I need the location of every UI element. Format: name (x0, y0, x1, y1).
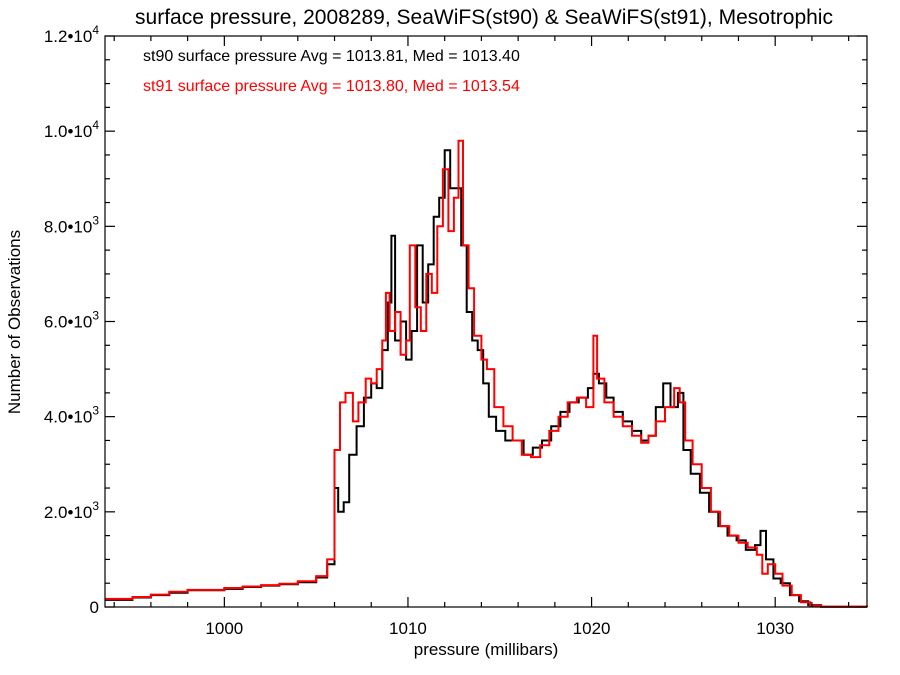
y-tick-label: 6.0•103 (44, 309, 100, 332)
x-tick-label: 1030 (756, 619, 794, 638)
y-axis-label: Number of Observations (5, 230, 24, 414)
tick-marks (105, 35, 867, 608)
y-tick-label: 1.2•104 (44, 23, 100, 46)
tick-labels: 1000 1010 1020 1030 0 2.0•103 4.0•103 6.0•103 8.… (44, 23, 794, 638)
plot-frame (104, 35, 868, 608)
y-tick-label: 4.0•103 (44, 404, 100, 427)
x-tick-label: 1010 (389, 619, 427, 638)
chart-title: surface pressure, 2008289, SeaWiFS(st90)… (135, 6, 833, 29)
series-line-st91 (105, 139, 868, 608)
y-tick-label: 1.0•104 (44, 118, 100, 141)
x-tick-label: 1020 (573, 619, 611, 638)
x-tick-label: 1000 (205, 619, 243, 638)
series-layer (105, 139, 868, 608)
y-tick-label: 2.0•103 (44, 499, 100, 522)
series-line-st90 (105, 149, 868, 608)
x-axis-label: pressure (millibars) (414, 640, 559, 659)
y-tick-label: 8.0•103 (44, 213, 100, 236)
legend: st90 surface pressure Avg = 1013.81, Med… (143, 48, 520, 95)
legend-entry-st91: st91 surface pressure Avg = 1013.80, Med… (143, 78, 520, 95)
legend-entry-st90: st90 surface pressure Avg = 1013.81, Med… (143, 48, 520, 65)
y-tick-label: 0 (90, 598, 99, 617)
